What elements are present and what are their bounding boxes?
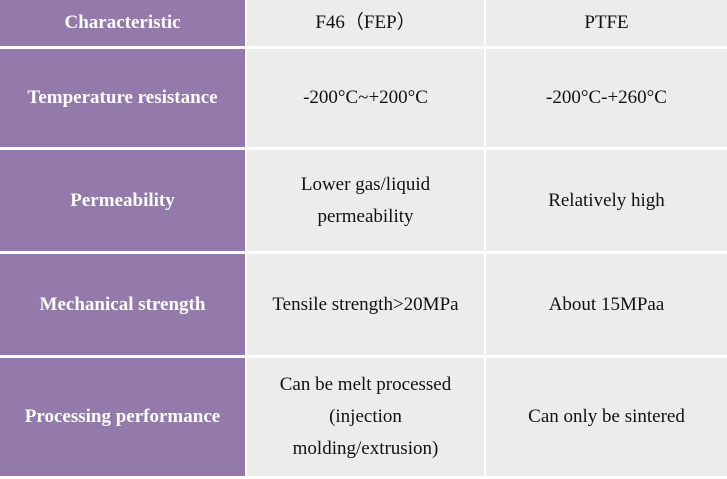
cell-text: Lower gas/liquid (300, 173, 431, 195)
row-label-mechanical-strength: Mechanical strength (0, 254, 247, 358)
cell-ptfe-temperature: -200°C-+260°C (486, 49, 727, 150)
cell-text: -200°C-+260°C (546, 87, 667, 108)
header-ptfe-text: PTFE (584, 12, 629, 33)
cell-f46-mechanical-strength: Tensile strength>20MPa (247, 254, 486, 358)
row-label-text: Temperature resistance (27, 87, 218, 108)
row-label-processing-performance: Processing performance (0, 358, 247, 479)
header-characteristic-text: Characteristic (64, 12, 181, 33)
header-f46: F46（FEP） (247, 0, 486, 49)
cell-ptfe-processing-performance: Can only be sintered (486, 358, 727, 479)
row-label-permeability: Permeability (0, 150, 247, 254)
cell-ptfe-permeability: Relatively high (486, 150, 727, 254)
cell-text: -200°C~+200°C (303, 87, 428, 108)
row-label-text: Permeability (70, 189, 175, 211)
cell-f46-processing-performance: Can be melt processed (injection molding… (247, 358, 486, 479)
cell-text: Tensile strength>20MPa (272, 293, 459, 315)
cell-text: Can be melt processed (279, 374, 452, 395)
cell-text: permeability (317, 205, 414, 227)
cell-f46-temperature: -200°C~+200°C (247, 49, 486, 150)
cell-text: About 15MPaa (548, 293, 665, 315)
header-characteristic: Characteristic (0, 0, 247, 49)
row-label-text: Mechanical strength (39, 293, 206, 315)
cell-text: molding/extrusion) (292, 438, 439, 459)
cell-text: Relatively high (548, 189, 665, 211)
cell-text: Can only be sintered (528, 406, 685, 427)
cell-text: (injection (329, 406, 402, 427)
cell-f46-permeability: Lower gas/liquid permeability (247, 150, 486, 254)
row-label-temperature: Temperature resistance (0, 49, 247, 150)
row-label-text: Processing performance (24, 406, 221, 427)
header-ptfe: PTFE (486, 0, 727, 49)
cell-ptfe-mechanical-strength: About 15MPaa (486, 254, 727, 358)
header-f46-text: F46（FEP） (315, 12, 416, 33)
